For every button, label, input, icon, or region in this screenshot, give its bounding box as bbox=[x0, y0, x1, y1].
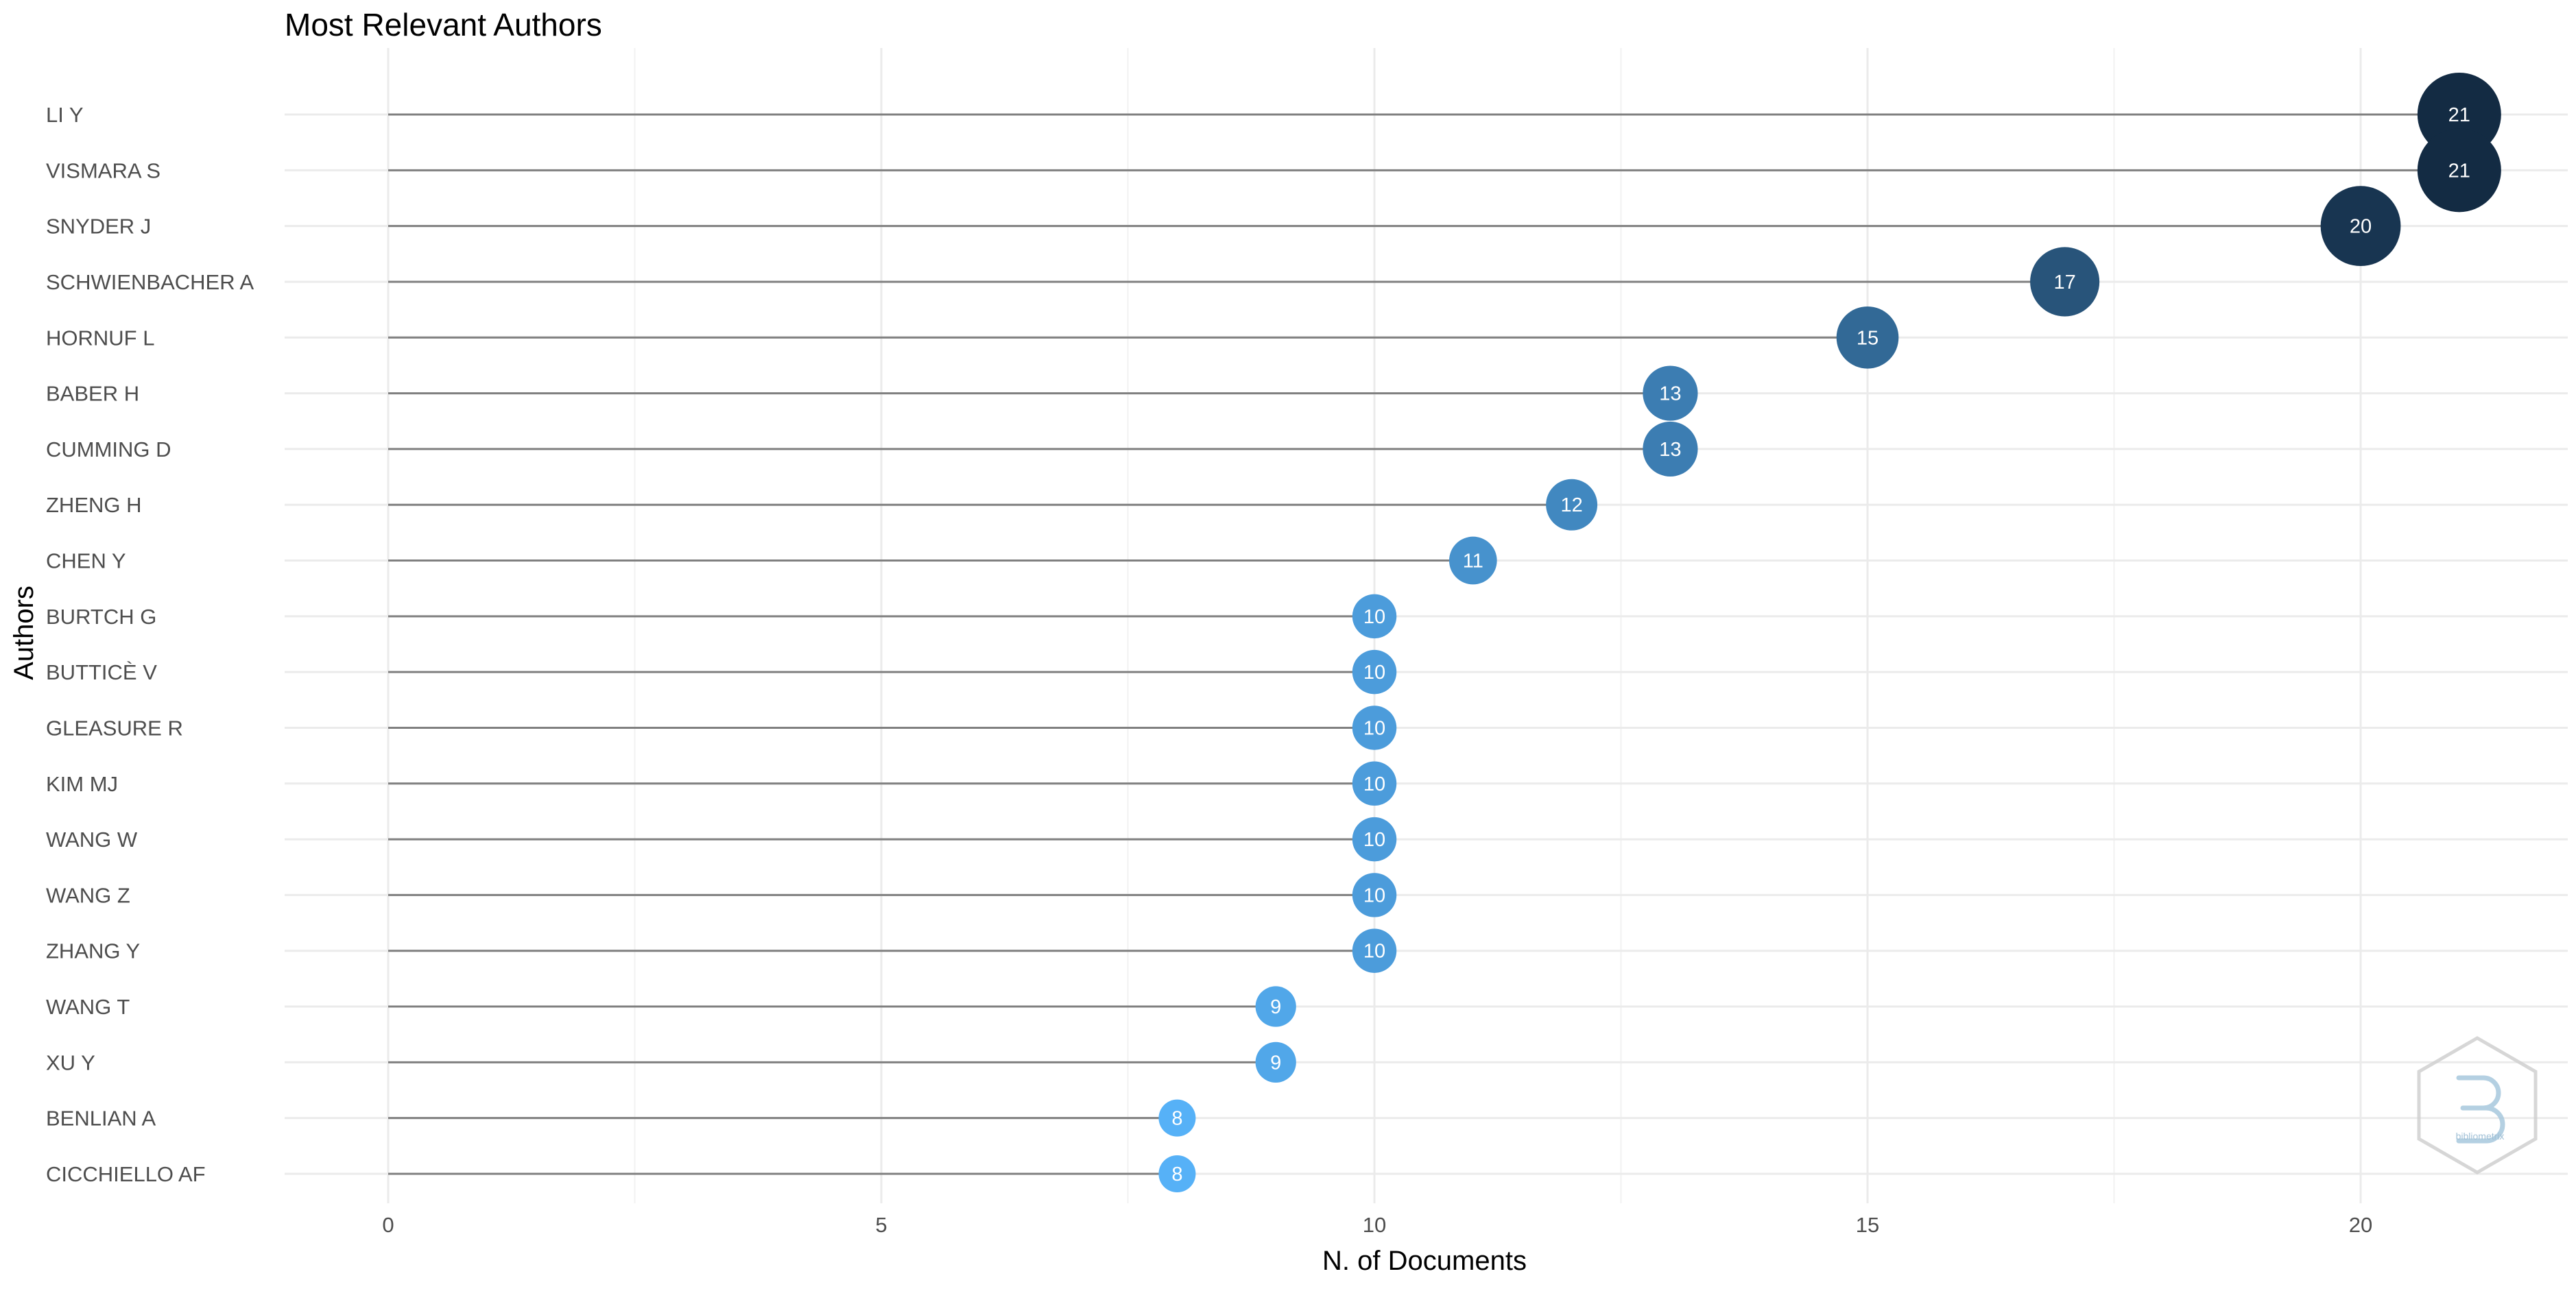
data-point bbox=[1255, 986, 1296, 1027]
data-label: 21 bbox=[2448, 104, 2470, 126]
bibliometrix-logo-text: bibliometrix bbox=[2456, 1131, 2505, 1142]
data-label: 10 bbox=[1363, 941, 1385, 963]
data-point bbox=[2417, 128, 2501, 213]
y-tick-label: WANG W bbox=[46, 828, 138, 852]
y-tick-label: KIM MJ bbox=[46, 772, 118, 796]
x-tick-label: 10 bbox=[1363, 1213, 1386, 1237]
data-label: 13 bbox=[1659, 383, 1681, 405]
chart-title: Most Relevant Authors bbox=[285, 7, 602, 43]
data-label: 10 bbox=[1363, 606, 1385, 628]
y-tick-label: BUTTICÈ V bbox=[46, 660, 157, 684]
y-axis-ticks: LI Y VISMARA S SNYDER J SCHWIENBACHER A HORN… bbox=[46, 103, 254, 1186]
y-tick-label: CICCHIELLO AF bbox=[46, 1162, 206, 1186]
y-axis-title: Authors bbox=[9, 586, 39, 680]
data-label: 10 bbox=[1363, 773, 1385, 795]
data-label: 15 bbox=[1857, 327, 1879, 349]
data-label: 11 bbox=[1463, 551, 1483, 573]
y-tick-label: XU Y bbox=[46, 1050, 95, 1074]
y-tick-label: ZHANG Y bbox=[46, 939, 140, 963]
y-tick-label: BURTCH G bbox=[46, 605, 156, 629]
data-label: 10 bbox=[1363, 662, 1385, 684]
data-label: 20 bbox=[2350, 216, 2372, 238]
data-label: 10 bbox=[1363, 884, 1385, 906]
data-label: 21 bbox=[2448, 160, 2470, 182]
data-point bbox=[1352, 928, 1397, 973]
data-point bbox=[1352, 706, 1397, 750]
data-point bbox=[1352, 649, 1397, 695]
x-tick-label: 0 bbox=[382, 1213, 394, 1237]
data-label: 10 bbox=[1363, 829, 1385, 851]
y-tick-label: GLEASURE R bbox=[46, 716, 183, 740]
y-tick-label: CUMMING D bbox=[46, 437, 171, 461]
data-point bbox=[2030, 247, 2100, 317]
x-tick-label: 20 bbox=[2349, 1213, 2372, 1237]
data-point bbox=[1546, 479, 1598, 531]
data-point bbox=[1643, 421, 1698, 477]
data-point bbox=[1352, 761, 1397, 806]
data-label: 9 bbox=[1270, 996, 1281, 1018]
data-label: 8 bbox=[1171, 1108, 1182, 1130]
y-tick-label: ZHENG H bbox=[46, 493, 142, 517]
bibliometrix-logo-icon: bibliometrix bbox=[2417, 1036, 2538, 1174]
y-tick-label: WANG Z bbox=[46, 883, 130, 907]
y-tick-label: CHEN Y bbox=[46, 549, 126, 573]
data-point bbox=[1255, 1041, 1296, 1083]
grid bbox=[285, 48, 2568, 1203]
stems bbox=[387, 113, 2459, 1175]
y-tick-label: BABER H bbox=[46, 382, 139, 406]
data-label: 12 bbox=[1560, 494, 1582, 516]
y-tick-label: HORNUF L bbox=[46, 326, 154, 350]
data-point bbox=[2320, 186, 2401, 267]
data-label: 17 bbox=[2053, 272, 2075, 293]
y-tick-label: LI Y bbox=[46, 103, 84, 127]
y-tick-label: SNYDER J bbox=[46, 215, 151, 239]
data-point bbox=[1158, 1099, 1196, 1137]
data-point bbox=[1352, 873, 1397, 917]
y-tick-label: WANG T bbox=[46, 995, 130, 1019]
y-tick-label: SCHWIENBACHER A bbox=[46, 270, 254, 294]
y-tick-label: BENLIAN A bbox=[46, 1107, 156, 1131]
x-tick-label: 5 bbox=[875, 1213, 887, 1237]
data-point bbox=[1448, 536, 1497, 585]
data-label: 13 bbox=[1659, 439, 1681, 461]
data-point bbox=[1643, 365, 1698, 421]
points: 21 21 20 17 15 13 13 12 11 10 10 10 10 10 10 10 9 9 8 8 bbox=[1158, 73, 2501, 1192]
data-point bbox=[1352, 594, 1397, 639]
data-label: 10 bbox=[1363, 717, 1385, 739]
x-axis-title: N. of Documents bbox=[1322, 1246, 1527, 1276]
data-label: 8 bbox=[1171, 1164, 1182, 1185]
data-point bbox=[1836, 306, 1899, 369]
data-point bbox=[1158, 1155, 1196, 1192]
y-tick-label: VISMARA S bbox=[46, 158, 160, 182]
data-point bbox=[1352, 817, 1397, 862]
data-label: 9 bbox=[1270, 1052, 1281, 1074]
x-tick-label: 15 bbox=[1856, 1213, 1879, 1237]
x-axis-ticks: 0 5 10 15 20 bbox=[382, 1213, 2372, 1237]
